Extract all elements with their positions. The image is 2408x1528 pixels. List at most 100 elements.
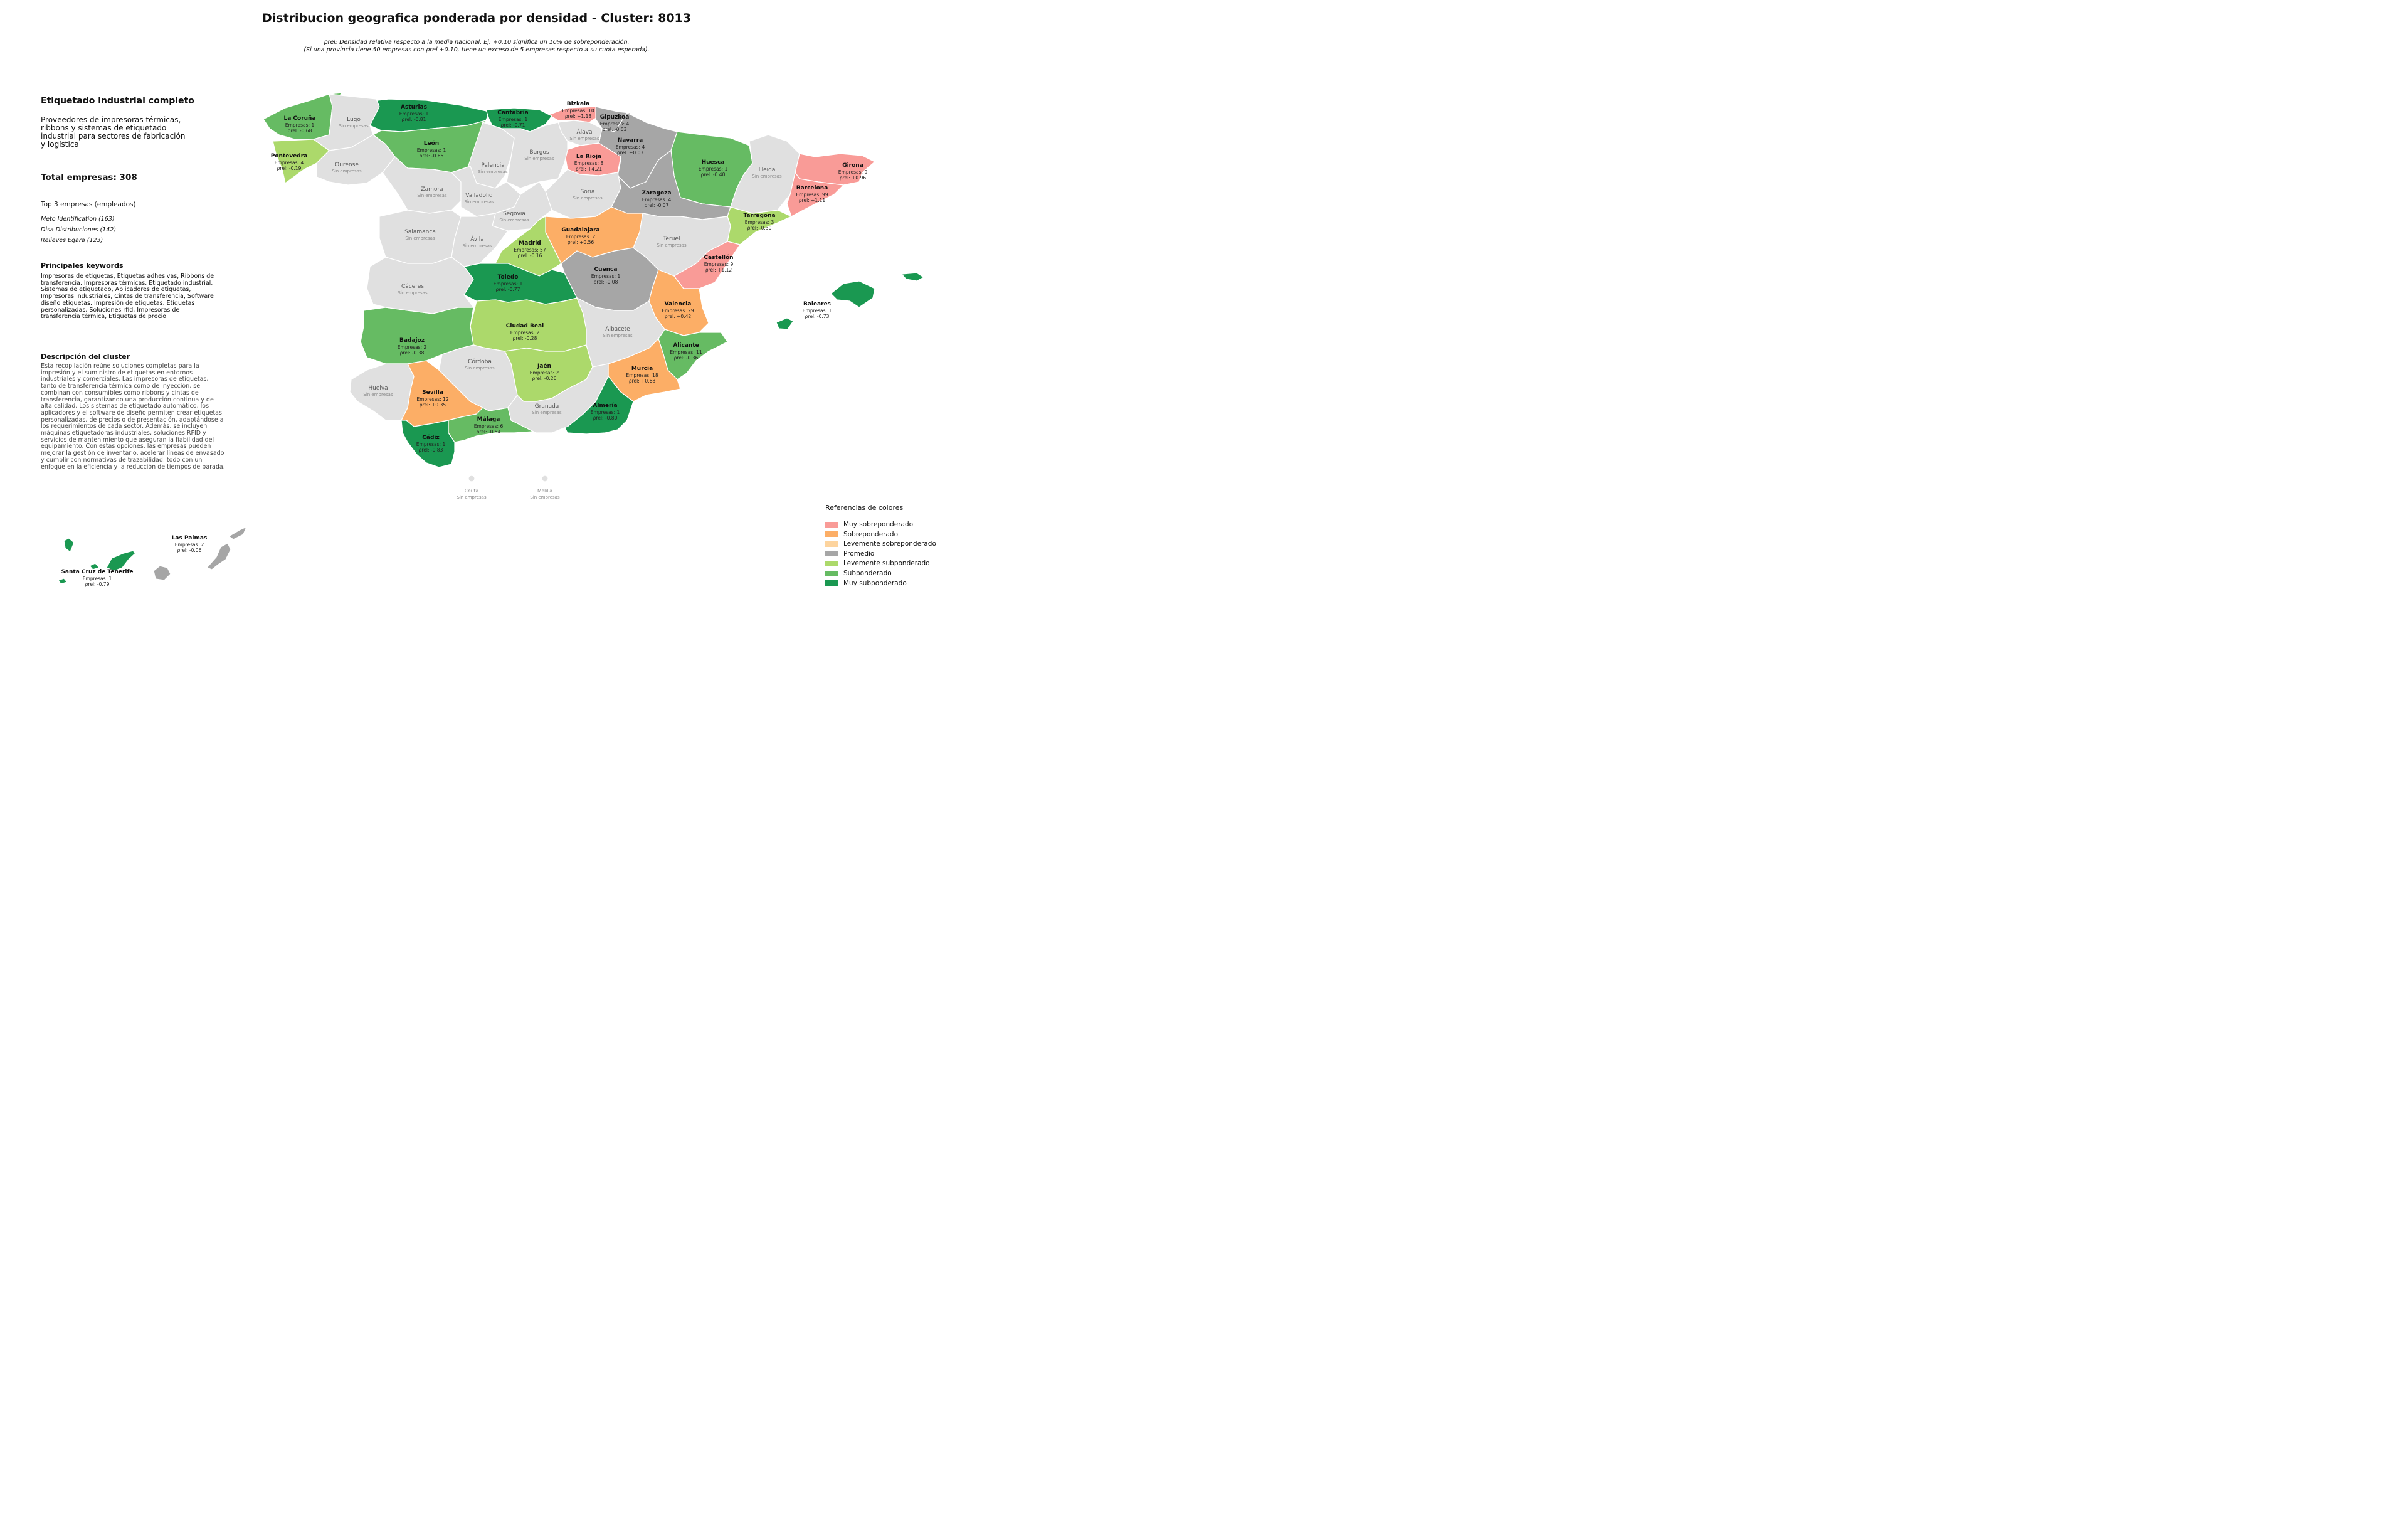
province-sevilla-name: Sevilla	[422, 390, 443, 396]
map-title: Distribucion geografica ponderada por de…	[262, 11, 691, 25]
top-company-1: Meto Identification (163)	[41, 216, 115, 223]
province-caceres-name: Cáceres	[401, 284, 424, 290]
province-guadalajara-rho: ρrel: +0.56	[568, 240, 594, 245]
total-companies: Total empresas: 308	[41, 172, 137, 183]
province-valladolid-name: Valladolid	[465, 193, 492, 199]
legend-item-sobreponderado: Sobreponderado	[825, 531, 898, 538]
province-santa-cruz-de-tenerife-island	[63, 538, 75, 553]
province-pontevedra-rho: ρrel: -0.19	[277, 166, 302, 171]
province-las-palmas-island	[153, 565, 171, 581]
province-ceuta-name: Ceuta	[465, 488, 478, 494]
cluster-description-heading: Descripción del cluster	[41, 353, 130, 361]
province-baleares-island	[901, 272, 924, 282]
province-alicante-name: Alicante	[673, 342, 699, 349]
province-jaen-name: Jaén	[537, 363, 551, 369]
legend-title: Referencias de colores	[825, 504, 904, 512]
province-navarra-name: Navarra	[618, 137, 643, 144]
province-la-coruna-count: Empresas: 1	[285, 122, 315, 128]
province-huelva-status: Sin empresas	[363, 392, 393, 397]
province-cantabria-name: Cantabria	[497, 110, 529, 116]
province-cantabria-rho: ρrel: -0.71	[501, 122, 525, 128]
province-tarragona-count: Empresas: 3	[745, 220, 774, 225]
province-cuenca-count: Empresas: 1	[591, 273, 621, 279]
province-las-palmas-shape	[206, 543, 231, 570]
province-zaragoza-count: Empresas: 4	[642, 197, 672, 203]
province-cordoba-name: Córdoba	[468, 358, 492, 365]
province-baleares-island	[776, 317, 794, 330]
province-granada-status: Sin empresas	[532, 410, 562, 415]
province-palencia-shape	[467, 122, 515, 189]
province-alava-name: Álava	[576, 128, 592, 135]
province-almeria-name: Almería	[593, 403, 617, 409]
province-la-rioja-rho: ρrel: +4.21	[576, 166, 603, 172]
subtitle-line-2: (Si una provincia tiene 50 empresas con …	[304, 46, 650, 53]
legend-swatch	[825, 560, 838, 566]
province-barcelona-rho: ρrel: +1.11	[799, 198, 826, 203]
province-malaga-rho: ρrel: -0.54	[477, 429, 501, 435]
legend-item-levemente-sobreponderado: Levemente sobreponderado	[825, 540, 936, 548]
province-la-coruna-rho: ρrel: -0.68	[288, 128, 312, 134]
province-lugo-status: Sin empresas	[339, 124, 369, 129]
province-navarra-rho: ρrel: +0.03	[617, 150, 644, 156]
province-las-palmas-island	[228, 526, 247, 540]
province-la-rioja-name: La Rioja	[576, 154, 601, 160]
province-burgos-name: Burgos	[529, 149, 549, 156]
province-las-palmas-rho: ρrel: -0.06	[177, 548, 202, 553]
legend-swatch	[825, 551, 838, 557]
province-murcia-name: Murcia	[631, 366, 653, 372]
province-guadalajara-count: Empresas: 2	[566, 234, 596, 240]
province-jaen-rho: ρrel: -0.26	[532, 376, 557, 381]
province-alicante-rho: ρrel: -0.36	[674, 355, 699, 361]
province-badajoz-name: Badajoz	[399, 337, 425, 344]
province-leon-rho: ρrel: -0.65	[420, 153, 444, 159]
province-zamora-name: Zamora	[421, 186, 443, 193]
province-lugo-name: Lugo	[347, 117, 361, 123]
province-toledo-name: Toledo	[498, 274, 519, 280]
province-las-palmas-count: Empresas: 2	[175, 542, 204, 548]
province-cadiz-rho: ρrel: -0.83	[419, 447, 443, 453]
province-burgos-status: Sin empresas	[524, 156, 554, 161]
province-leon-count: Empresas: 1	[417, 147, 446, 153]
legend-label: Promedio	[843, 549, 875, 558]
province-cantabria-count: Empresas: 1	[499, 117, 528, 122]
province-caceres-status: Sin empresas	[398, 290, 428, 295]
province-melilla-status: Sin empresas	[530, 495, 560, 500]
top-company-3: Relieves Egara (123)	[41, 237, 103, 244]
province-baleares-shape	[830, 280, 875, 308]
province-alicante-count: Empresas: 11	[670, 349, 702, 355]
province-bizkaia-rho: ρrel: +1.18	[565, 114, 592, 119]
province-girona-count: Empresas: 9	[838, 169, 868, 175]
province-granada-shape	[507, 363, 609, 433]
province-albacete-name: Albacete	[605, 326, 630, 332]
province-navarra-count: Empresas: 4	[616, 144, 645, 150]
province-soria-name: Soria	[581, 189, 595, 195]
province-baleares-name: Baleares	[803, 301, 831, 307]
province-cadiz-shape	[401, 420, 455, 468]
province-gipuzkoa-count: Empresas: 4	[600, 121, 630, 127]
province-girona-rho: ρrel: +0.96	[840, 175, 867, 181]
legend-item-promedio: Promedio	[825, 550, 874, 558]
province-lleida-name: Lleida	[759, 167, 776, 173]
province-huesca-rho: ρrel: -0.40	[701, 172, 726, 178]
legend-label: Levemente sobreponderado	[843, 540, 936, 548]
top-companies-heading: Top 3 empresas (empleados)	[41, 201, 136, 208]
province-murcia-rho: ρrel: +0.68	[629, 378, 656, 384]
legend-label: Levemente subponderado	[843, 560, 930, 568]
province-la-coruna-name: La Coruña	[283, 115, 315, 122]
province-bizkaia-shape	[548, 106, 599, 123]
province-segovia-name: Segovia	[503, 211, 525, 217]
province-girona-name: Girona	[842, 162, 863, 169]
legend-label: Muy sobreponderado	[843, 521, 914, 528]
province-santa-cruz-de-tenerife-count: Empresas: 1	[83, 576, 112, 581]
legend-swatch	[825, 541, 838, 547]
province-palencia-status: Sin empresas	[478, 169, 508, 174]
province-avila-shape	[451, 213, 509, 267]
province-toledo-count: Empresas: 1	[494, 281, 523, 287]
province-barcelona-shape	[786, 172, 844, 217]
province-castellon-rho: ρrel: +1.12	[705, 267, 732, 273]
legend-label: Subponderado	[843, 570, 892, 577]
legend-label: Muy subponderado	[843, 579, 907, 587]
province-valencia-count: Empresas: 29	[662, 308, 694, 314]
province-malaga-name: Málaga	[477, 416, 500, 423]
